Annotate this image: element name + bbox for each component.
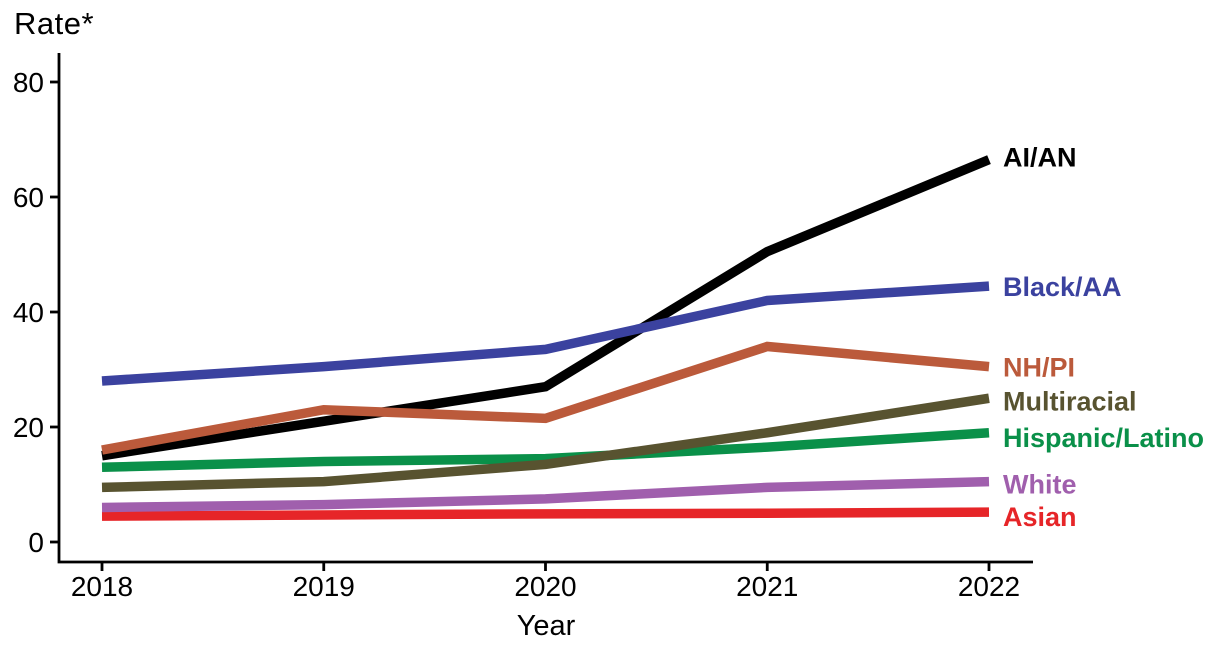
y-axis-tick-label: 40 <box>13 297 44 328</box>
series-line-asian <box>101 507 990 521</box>
x-axis-tick-label: 2021 <box>736 571 798 602</box>
series-line-nh-pi <box>101 341 990 455</box>
series-label-ai-an: AI/AN <box>1003 143 1077 173</box>
x-axis-tick-label: 2022 <box>958 571 1020 602</box>
series-label-nh-pi: NH/PI <box>1003 353 1075 383</box>
y-axis-tick-label: 60 <box>13 182 44 213</box>
axis-lines <box>57 53 1033 564</box>
series-line-black-aa <box>101 281 990 386</box>
series-label-hispanic-latino: Hispanic/Latino <box>1003 423 1204 453</box>
x-axis-tick-label: 2019 <box>293 571 355 602</box>
series-label-asian: Asian <box>1003 502 1077 532</box>
series-label-multiracial: Multiracial <box>1003 386 1137 416</box>
x-axis-tick-label: 2020 <box>514 571 576 602</box>
x-axis-tick-label: 2018 <box>71 571 133 602</box>
series-label-white: White <box>1003 470 1077 500</box>
series-line-ai-an <box>101 155 991 461</box>
series-line-multiracial <box>101 393 990 493</box>
y-axis-title: Rate* <box>14 6 95 41</box>
series-line-white <box>101 476 990 513</box>
y-axis-tick-label: 80 <box>13 67 44 98</box>
x-axis-title: Year <box>516 610 576 642</box>
series-line-hispanic-latino <box>101 428 990 472</box>
series-label-black-aa: Black/AA <box>1003 272 1122 302</box>
y-axis-tick-label: 0 <box>28 527 44 558</box>
y-axis-tick-label: 20 <box>13 412 44 443</box>
